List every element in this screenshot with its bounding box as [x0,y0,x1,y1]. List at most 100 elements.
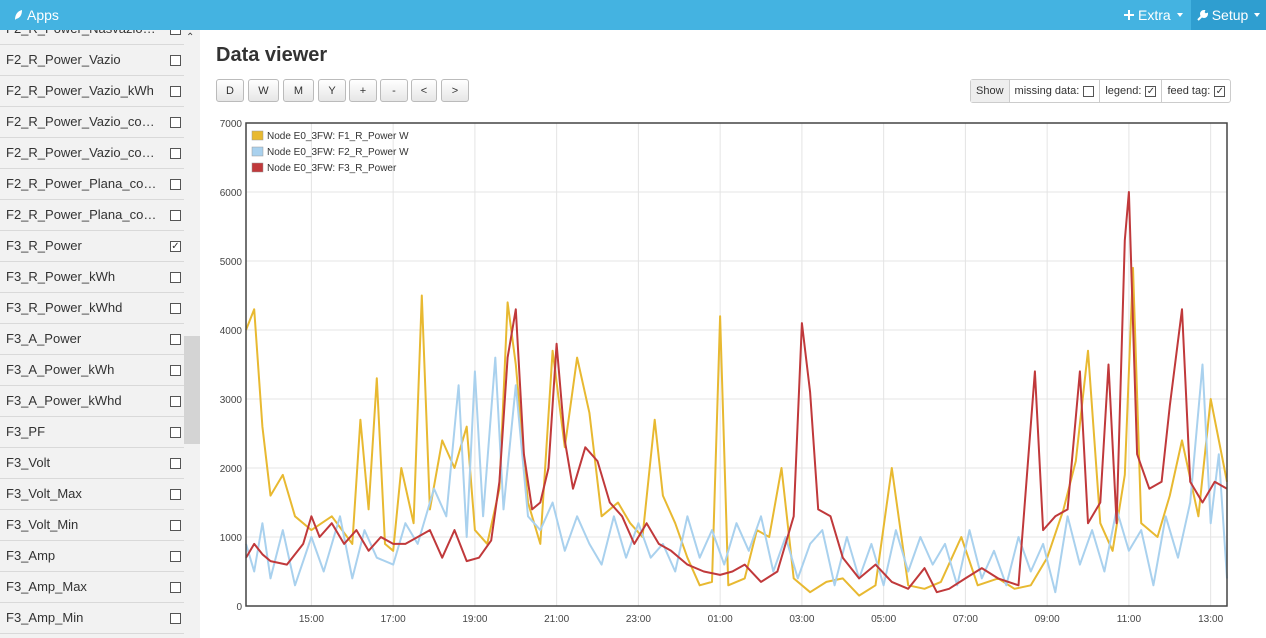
feed-list-item[interactable]: F3_Volt_Max [0,479,190,510]
pan-left-button[interactable]: < [411,79,437,102]
feed-checkbox[interactable] [170,30,181,35]
leaf-icon [15,10,22,20]
x-tick-label: 05:00 [871,614,896,625]
legend-label: Node E0_3FW: F2_R_Power W [267,147,409,158]
series-line-3 [245,191,1228,594]
feed-label: F3_Amp [6,548,56,563]
x-tick-label: 11:00 [1117,614,1142,625]
legend-label: legend: [1105,85,1142,97]
feed-list-item[interactable]: F3_R_Power ✓ [0,231,190,262]
feed-label: F3_A_Power [6,331,82,346]
feed-list-item[interactable]: F3_A_Power [0,324,190,355]
feed-list-item[interactable]: F2_R_Power_Vazio [0,45,190,76]
feed-checkbox[interactable] [170,272,181,283]
feed-list-item[interactable]: F2_R_Power_Plana_cos... [0,169,190,200]
missing-data-option[interactable]: missing data: [1008,80,1100,102]
feed-checkbox[interactable] [170,427,181,438]
feed-checkbox[interactable]: ✓ [170,241,181,252]
feed-list-item[interactable]: F2_R_Power_Vazio_cos... [0,107,190,138]
feed-label: F3_PF [6,424,46,439]
feed-checkbox[interactable] [170,520,181,531]
legend-label: Node E0_3FW: F3_R_Power [267,163,397,174]
feed-list-item[interactable]: F3_Volt_Min [0,510,190,541]
show-label-seg: Show [971,80,1009,102]
feed-checkbox[interactable] [170,148,181,159]
feed-checkbox[interactable] [170,551,181,562]
legend-swatch [251,162,264,173]
feed-checkbox[interactable] [170,86,181,97]
feed-list-item[interactable]: F2_R_Power_Nasvazio_... [0,30,190,45]
feed-list-item[interactable]: F3_R_Power_kWhd [0,293,190,324]
missing-data-checkbox[interactable] [1083,85,1095,97]
zoom-out-button[interactable]: - [380,79,408,102]
feed-list-item[interactable]: F3_Amp [0,541,190,572]
feed-checkbox[interactable] [170,117,181,128]
feed-checkbox[interactable] [170,210,181,221]
feed-tag-checkbox[interactable]: ✓ [1214,85,1226,97]
apps-label: Apps [27,7,59,23]
feed-label: F2_R_Power_Vazio_kWh [6,83,154,98]
y-tick-label: 1000 [220,533,243,544]
pan-right-button[interactable]: > [441,79,469,102]
caret-down-icon [1254,13,1261,17]
feed-list-item[interactable]: F3_A_Power_kWh [0,355,190,386]
feed-list-item[interactable]: F3_Amp_Max [0,572,190,603]
setup-menu[interactable]: Setup [1191,0,1266,30]
feed-list-item[interactable]: F2_R_Power_Vazio_kWh [0,76,190,107]
page-title: Data viewer [216,44,328,66]
feed-checkbox[interactable] [170,303,181,314]
feed-list-item[interactable]: F2_R_Power_Plana_cos... [0,200,190,231]
feed-label: F3_Volt_Min [6,517,79,532]
scrollbar-track[interactable] [184,30,200,638]
feed-label: F3_R_Power [6,238,82,253]
legend-option[interactable]: legend: ✓ [1099,80,1161,102]
feed-checkbox[interactable] [170,365,181,376]
zoom-in-button[interactable]: + [349,79,377,102]
x-tick-label: 01:00 [708,614,733,625]
feed-label: F2_R_Power_Nasvazio_... [6,30,158,36]
extra-menu[interactable]: Extra [1124,7,1183,23]
legend-checkbox[interactable]: ✓ [1145,85,1157,97]
wrench-icon [1196,9,1208,21]
feed-list-item[interactable]: F3_R_Power_kWh [0,262,190,293]
feed-checkbox[interactable] [170,396,181,407]
x-tick-label: 19:00 [462,614,487,625]
legend-label: Node E0_3FW: F1_R_Power W [267,131,409,142]
scroll-up-icon[interactable]: ⌃ [186,32,195,43]
day-button[interactable]: D [216,79,244,102]
chart-options: Show missing data: legend: ✓ feed tag: ✓ [970,79,1232,103]
feed-tag-option[interactable]: feed tag: ✓ [1161,80,1230,102]
x-tick-label: 23:00 [626,614,651,625]
feed-list-item[interactable]: F3_Amp_Min [0,603,190,634]
apps-menu[interactable]: Apps [14,7,59,23]
feed-list-item[interactable]: F3_Volt [0,448,190,479]
feed-checkbox[interactable] [170,55,181,66]
y-tick-label: 7000 [220,119,243,130]
scrollbar-thumb[interactable] [184,336,200,444]
feed-label: F3_R_Power_kWh [6,269,116,284]
week-button[interactable]: W [248,79,279,102]
y-tick-label: 3000 [220,395,243,406]
feed-list-sidebar: F2_R_Power_Nasvazio_... F2_R_Power_Vazio F… [0,30,200,638]
year-button[interactable]: Y [318,79,346,102]
feed-checkbox[interactable] [170,334,181,345]
caret-down-icon [1176,13,1183,17]
feed-list-item[interactable]: F2_R_Power_Vazio_cos... [0,138,190,169]
plot-frame [245,122,1228,607]
feed-label: F2_R_Power_Vazio [6,52,121,67]
feed-checkbox[interactable] [170,613,181,624]
feed-label: F3_A_Power_kWhd [6,393,122,408]
feed-list-item[interactable]: F3_PF [0,417,190,448]
series-line-2 [245,356,1228,594]
feed-label: F3_Volt [6,455,51,470]
feed-checkbox[interactable] [170,458,181,469]
feed-checkbox[interactable] [170,179,181,190]
month-button[interactable]: M [283,79,314,102]
feed-checkbox[interactable] [170,582,181,593]
feed-label: F3_Amp_Min [6,610,84,625]
feed-checkbox[interactable] [170,489,181,500]
x-tick-label: 17:00 [381,614,406,625]
power-chart[interactable]: 0 1000 2000 3000 4000 5000 6000 7000 15:00 17:00 1… [200,110,1240,630]
y-tick-label: 2000 [220,464,243,475]
feed-list-item[interactable]: F3_A_Power_kWhd [0,386,190,417]
